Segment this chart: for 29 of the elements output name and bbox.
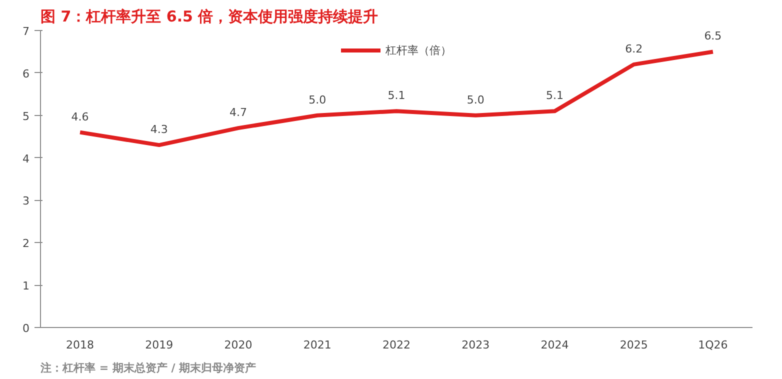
legend-label: 杠杆率（倍） bbox=[386, 42, 452, 58]
x-tick-label: 2023 bbox=[462, 338, 490, 352]
x-tick-label: 2018 bbox=[66, 338, 94, 352]
data-label: 6.5 bbox=[704, 30, 722, 43]
y-tick-label: 2 bbox=[22, 237, 30, 250]
x-tick-label: 2024 bbox=[540, 338, 569, 352]
y-tick-label: 5 bbox=[22, 110, 30, 123]
y-tick-label: 3 bbox=[22, 194, 30, 208]
chart-title: 图 7：杠杆率升至 6.5 倍，资本使用强度持续提升 bbox=[40, 8, 378, 26]
data-label: 6.2 bbox=[625, 42, 643, 56]
y-tick-label: 1 bbox=[22, 280, 30, 293]
x-tick-label: 2021 bbox=[303, 338, 332, 352]
x-tick-label: 2025 bbox=[620, 338, 648, 352]
y-tick-label: 6 bbox=[22, 67, 30, 80]
x-tick-label: 2022 bbox=[382, 338, 411, 352]
data-label: 5.0 bbox=[308, 93, 326, 106]
y-tick-label: 0 bbox=[22, 322, 30, 335]
data-label: 4.7 bbox=[230, 106, 248, 120]
y-tick-label: 4 bbox=[22, 152, 30, 166]
data-label: 4.3 bbox=[150, 123, 168, 136]
y-tick-label: 7 bbox=[22, 25, 30, 38]
text: 注：杠杆率 = 期末总资产 / 期末归母净资产 bbox=[40, 362, 256, 374]
data-label: 4.6 bbox=[71, 110, 89, 124]
x-tick-label: 2019 bbox=[145, 338, 174, 352]
data-label: 5.1 bbox=[388, 89, 406, 102]
x-tick-label: 1Q26 bbox=[698, 338, 728, 352]
data-label: 5.1 bbox=[546, 89, 564, 102]
x-tick-label: 2020 bbox=[224, 338, 252, 352]
data-label: 5.0 bbox=[466, 93, 484, 106]
